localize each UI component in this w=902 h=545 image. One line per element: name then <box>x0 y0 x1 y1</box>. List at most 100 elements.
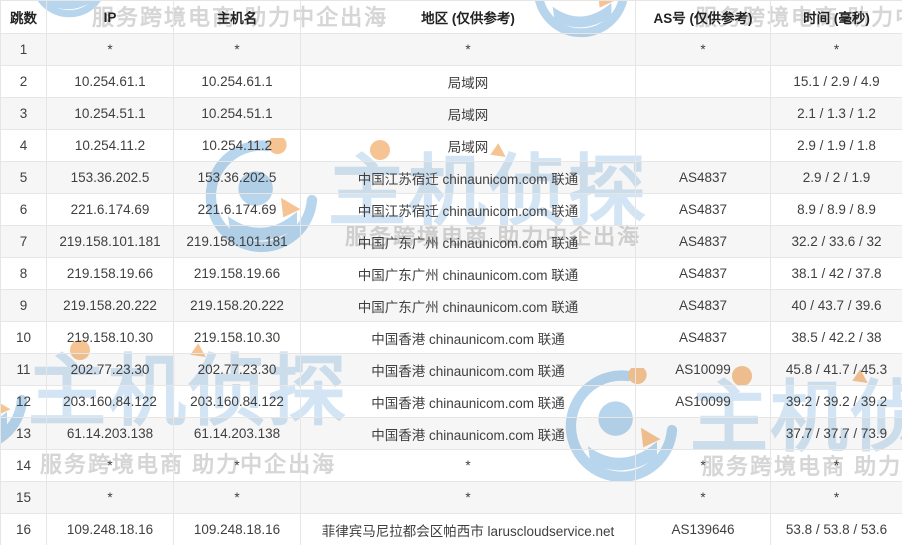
hostname-cell: 221.6.174.69 <box>173 193 301 226</box>
table-row: 10 219.158.10.30 219.158.10.30 中国香港 chin… <box>0 321 902 354</box>
time-cell: 39.2 / 39.2 / 39.2 <box>770 385 902 418</box>
region-cell: 中国江苏宿迁 chinaunicom.com 联通 <box>300 161 636 194</box>
table-row: 5 153.36.202.5 153.36.202.5 中国江苏宿迁 china… <box>0 161 902 194</box>
hostname-cell: 109.248.18.16 <box>173 513 301 545</box>
hostname-cell: 219.158.10.30 <box>173 321 301 354</box>
hop-cell: 2 <box>0 65 47 98</box>
region-cell: 中国广东广州 chinaunicom.com 联通 <box>300 289 636 322</box>
region-cell: * <box>300 33 636 66</box>
ip-link[interactable]: 219.158.101.181 <box>46 225 174 258</box>
ip-link[interactable]: 219.158.10.30 <box>46 321 174 354</box>
ip-link[interactable]: 61.14.203.138 <box>46 417 174 450</box>
table-row: 13 61.14.203.138 61.14.203.138 中国香港 chin… <box>0 417 902 450</box>
asn-cell <box>635 129 771 162</box>
table-header-row: 跳数 IP 主机名 地区 (仅供参考) AS号 (仅供参考) 时间 (毫秒) <box>0 0 902 34</box>
ip-link[interactable]: 202.77.23.30 <box>46 353 174 386</box>
table-row: 6 221.6.174.69 221.6.174.69 中国江苏宿迁 china… <box>0 193 902 226</box>
table-row: 2 10.254.61.1 10.254.61.1 局域网 15.1 / 2.9… <box>0 65 902 98</box>
time-cell: * <box>770 449 902 482</box>
ip-link[interactable]: 203.160.84.122 <box>46 385 174 418</box>
column-header-asn: AS号 (仅供参考) <box>635 0 771 34</box>
table-row: 1 * * * * * <box>0 33 902 66</box>
time-cell: 2.9 / 2 / 1.9 <box>770 161 902 194</box>
hostname-cell: 10.254.61.1 <box>173 65 301 98</box>
ip-link[interactable]: 219.158.19.66 <box>46 257 174 290</box>
time-cell: * <box>770 33 902 66</box>
hop-cell: 15 <box>0 481 47 514</box>
table-row: 14 * * * * * <box>0 449 902 482</box>
region-cell: 中国香港 chinaunicom.com 联通 <box>300 321 636 354</box>
hostname-cell: 153.36.202.5 <box>173 161 301 194</box>
asn-link[interactable]: AS4837 <box>635 193 771 226</box>
ip-link[interactable]: 10.254.61.1 <box>46 65 174 98</box>
region-cell: 中国香港 chinaunicom.com 联通 <box>300 353 636 386</box>
asn-link[interactable]: AS4837 <box>635 225 771 258</box>
ip-link[interactable]: 221.6.174.69 <box>46 193 174 226</box>
table-row: 12 203.160.84.122 203.160.84.122 中国香港 ch… <box>0 385 902 418</box>
region-cell: 局域网 <box>300 97 636 130</box>
hop-cell: 11 <box>0 353 47 386</box>
hop-cell: 6 <box>0 193 47 226</box>
table-row: 4 10.254.11.2 10.254.11.2 局域网 2.9 / 1.9 … <box>0 129 902 162</box>
table-row: 9 219.158.20.222 219.158.20.222 中国广东广州 c… <box>0 289 902 322</box>
table-row: 7 219.158.101.181 219.158.101.181 中国广东广州… <box>0 225 902 258</box>
table-row: 3 10.254.51.1 10.254.51.1 局域网 2.1 / 1.3 … <box>0 97 902 130</box>
hop-cell: 10 <box>0 321 47 354</box>
asn-cell: * <box>635 33 771 66</box>
hop-cell: 5 <box>0 161 47 194</box>
hostname-cell: 219.158.20.222 <box>173 289 301 322</box>
hostname-cell: 202.77.23.30 <box>173 353 301 386</box>
region-cell: 中国香港 chinaunicom.com 联通 <box>300 385 636 418</box>
hostname-cell: 10.254.11.2 <box>173 129 301 162</box>
ip-cell: * <box>46 481 174 514</box>
hop-cell: 3 <box>0 97 47 130</box>
region-cell: 中国广东广州 chinaunicom.com 联通 <box>300 225 636 258</box>
ip-link[interactable]: 109.248.18.16 <box>46 513 174 545</box>
table-row: 8 219.158.19.66 219.158.19.66 中国广东广州 chi… <box>0 257 902 290</box>
hop-cell: 7 <box>0 225 47 258</box>
hop-cell: 9 <box>0 289 47 322</box>
asn-link[interactable]: AS10099 <box>635 385 771 418</box>
hostname-cell: * <box>173 33 301 66</box>
ip-link[interactable]: 153.36.202.5 <box>46 161 174 194</box>
hostname-cell: 203.160.84.122 <box>173 385 301 418</box>
asn-link[interactable]: AS4837 <box>635 289 771 322</box>
time-cell: 32.2 / 33.6 / 32 <box>770 225 902 258</box>
table-row: 16 109.248.18.16 109.248.18.16 菲律宾马尼拉都会区… <box>0 513 902 545</box>
region-cell: 中国广东广州 chinaunicom.com 联通 <box>300 257 636 290</box>
hop-cell: 8 <box>0 257 47 290</box>
time-cell: 37.7 / 37.7 / 73.9 <box>770 417 902 450</box>
column-header-ip: IP <box>46 0 174 34</box>
region-cell: 局域网 <box>300 65 636 98</box>
hostname-cell: 219.158.19.66 <box>173 257 301 290</box>
region-cell: * <box>300 449 636 482</box>
hostname-cell: 219.158.101.181 <box>173 225 301 258</box>
ip-cell: * <box>46 449 174 482</box>
ip-cell: * <box>46 33 174 66</box>
asn-cell: * <box>635 449 771 482</box>
asn-link[interactable]: AS10099 <box>635 353 771 386</box>
table-row: 11 202.77.23.30 202.77.23.30 中国香港 chinau… <box>0 353 902 386</box>
asn-link[interactable]: AS4837 <box>635 257 771 290</box>
ip-link[interactable]: 10.254.51.1 <box>46 97 174 130</box>
asn-link[interactable]: AS4837 <box>635 321 771 354</box>
ip-link[interactable]: 219.158.20.222 <box>46 289 174 322</box>
column-header-time: 时间 (毫秒) <box>770 0 902 34</box>
hop-cell: 14 <box>0 449 47 482</box>
ip-link[interactable]: 10.254.11.2 <box>46 129 174 162</box>
hostname-cell: * <box>173 449 301 482</box>
table-row: 15 * * * * * <box>0 481 902 514</box>
hop-cell: 13 <box>0 417 47 450</box>
time-cell: 2.9 / 1.9 / 1.8 <box>770 129 902 162</box>
asn-link[interactable]: AS4837 <box>635 161 771 194</box>
time-cell: 38.1 / 42 / 37.8 <box>770 257 902 290</box>
asn-cell <box>635 97 771 130</box>
hostname-cell: 61.14.203.138 <box>173 417 301 450</box>
time-cell: * <box>770 481 902 514</box>
asn-link[interactable]: AS139646 <box>635 513 771 545</box>
time-cell: 40 / 43.7 / 39.6 <box>770 289 902 322</box>
hop-cell: 4 <box>0 129 47 162</box>
column-header-region: 地区 (仅供参考) <box>300 0 636 34</box>
